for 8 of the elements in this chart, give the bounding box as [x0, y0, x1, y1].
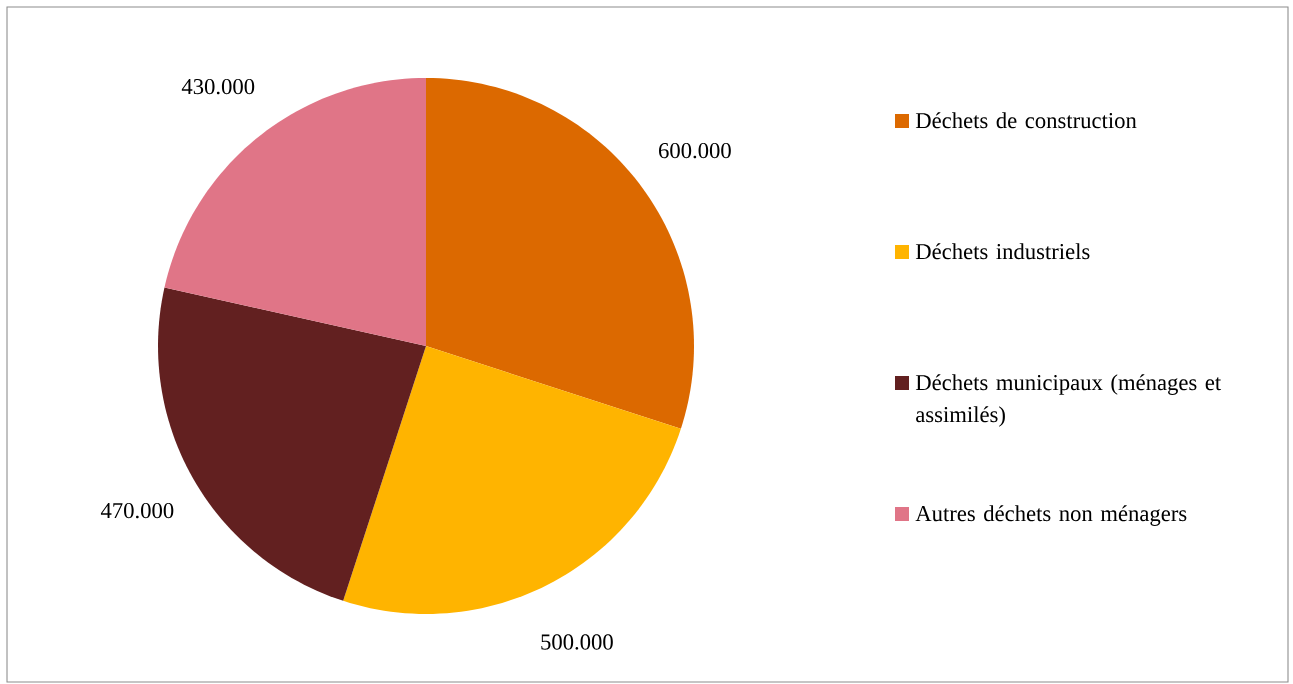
data-label: 500.000 — [541, 634, 613, 650]
legend-label: Déchets municipaux (ménages et assimilés) — [915, 374, 1222, 427]
data-label: 600.000 — [659, 142, 731, 159]
legend-label: Déchets de construction — [915, 112, 1137, 129]
legend-label: Déchets industriels — [915, 243, 1090, 260]
data-label: 430.000 — [181, 78, 255, 95]
legend-label: Autres déchets non ménagers — [915, 505, 1187, 526]
data-label: 470.000 — [100, 502, 174, 519]
